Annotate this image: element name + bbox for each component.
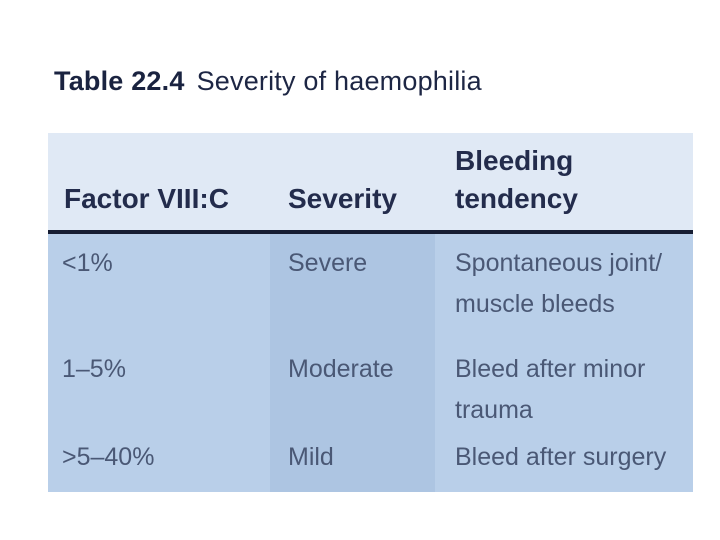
table-body: <1% Severe Spontaneous joint/ muscle ble… [48, 234, 693, 492]
table-cell-factor: <1% [48, 234, 270, 340]
table-cell-factor: 1–5% [48, 340, 270, 428]
table-cell-factor: >5–40% [48, 428, 270, 492]
column-header-bleeding-tendency-label: Bleeding tendency [455, 145, 578, 214]
table-cell-tendency: Bleed after minor trauma [435, 340, 693, 428]
column-header-severity-label: Severity [288, 183, 397, 214]
column-header-factor-label: Factor VIII:C [64, 183, 229, 214]
header-divider-rule [48, 230, 693, 234]
table-caption-title: Severity of haemophilia [196, 66, 482, 96]
table-cell-tendency: Bleed after surgery [435, 428, 693, 492]
table-caption: Table 22.4 Severity of haemophilia [54, 66, 482, 97]
table-cell-severity: Moderate [270, 340, 435, 428]
table-cell-severity: Severe [270, 234, 435, 340]
table-header-row: Factor VIII:C Severity Bleeding tendency [48, 133, 693, 230]
table-cell-tendency: Spontaneous joint/ muscle bleeds [435, 234, 693, 340]
column-header-factor: Factor VIII:C [48, 133, 270, 230]
column-header-severity: Severity [270, 133, 435, 230]
column-header-bleeding-tendency: Bleeding tendency [435, 133, 693, 230]
table-caption-number: Table 22.4 [54, 66, 185, 96]
table-cell-severity: Mild [270, 428, 435, 492]
severity-table: Factor VIII:C Severity Bleeding tendency… [48, 133, 693, 492]
